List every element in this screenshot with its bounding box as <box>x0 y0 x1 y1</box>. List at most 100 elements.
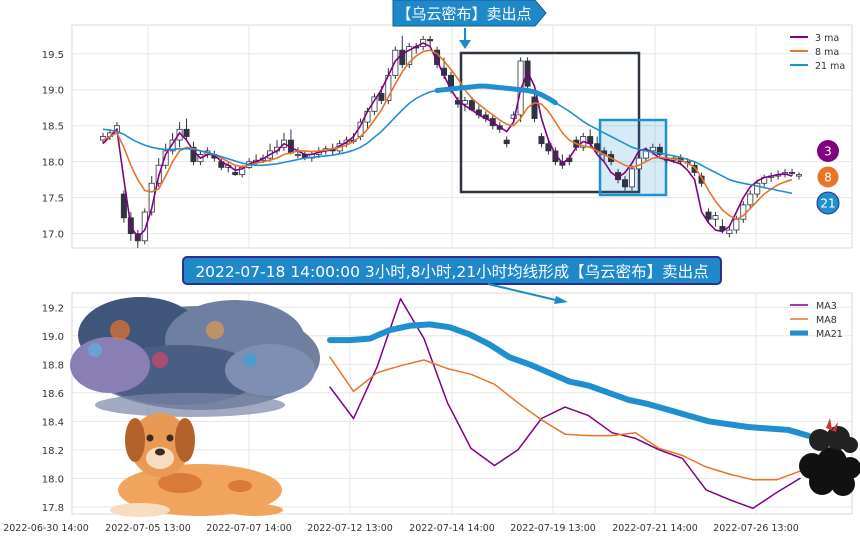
bottom-line-MA21 <box>327 321 811 439</box>
bottom-ytick-label: 17.8 <box>42 503 64 514</box>
x-tick-label: 2022-07-05 13:00 <box>105 523 191 534</box>
candle-body <box>656 146 663 155</box>
x-tick-label: 2022-07-21 14:00 <box>612 523 698 534</box>
storm-cloud-illustration <box>70 297 320 417</box>
candle <box>538 132 545 148</box>
top-ytick-label: 19.5 <box>42 50 64 61</box>
candle-body <box>628 168 635 188</box>
dog-illustration <box>110 413 283 517</box>
candle <box>461 96 468 112</box>
candle <box>628 165 635 191</box>
mid-banner-text: 2022-07-18 14:00:00 3小时,8小时,21小时均线形成【乌云密… <box>195 263 708 281</box>
top-callout: 【乌云密布】卖出点 <box>392 0 547 49</box>
candle-body <box>719 226 726 231</box>
top-callout-text: 【乌云密布】卖出点 <box>396 5 531 23</box>
candle <box>552 147 559 166</box>
candle-body <box>649 146 656 152</box>
candle-body <box>162 150 169 166</box>
candle <box>406 42 413 69</box>
legend-label: MA3 <box>816 301 837 312</box>
x-tick-label: 2022-06-30 14:00 <box>3 523 89 534</box>
candle <box>754 179 761 198</box>
x-tick-label: 2022-07-07 14:00 <box>206 523 292 534</box>
bottom-ytick-label: 19.0 <box>42 332 64 343</box>
candle <box>120 190 127 223</box>
candle <box>183 118 190 141</box>
candle-body <box>503 139 510 145</box>
x-tick-label: 2022-07-12 13:00 <box>307 523 393 534</box>
candle-body <box>141 211 148 242</box>
candle-body <box>552 150 559 163</box>
x-tick-label: 2022-07-19 13:00 <box>510 523 596 534</box>
candle-body <box>538 136 545 145</box>
x-axis: 2022-06-30 14:00 2022-07-05 13:00 2022-07-… <box>3 523 799 534</box>
ma8-badge: 8 <box>816 165 840 189</box>
candle-body <box>183 128 190 137</box>
candle <box>503 136 510 148</box>
candle-body <box>531 96 538 119</box>
x-tick-label: 2022-07-26 13:00 <box>713 523 799 534</box>
bottom-ytick-label: 18.2 <box>42 446 64 457</box>
candle <box>141 208 148 245</box>
ma3-badge: 3 <box>817 140 839 162</box>
candle-body <box>378 92 385 101</box>
bottom-ytick-label: 18.4 <box>42 417 64 428</box>
candle <box>622 176 629 191</box>
candle-body <box>427 38 434 42</box>
bottom-line-MA8 <box>329 356 801 481</box>
bottom-ytick-label: 19.2 <box>42 303 64 314</box>
x-tick-label: 2022-07-14 14:00 <box>409 523 495 534</box>
candle-body <box>406 46 413 65</box>
mid-banner: 2022-07-18 14:00:00 3小时,8小时,21小时均线形成【乌云密… <box>182 256 722 304</box>
candle <box>427 35 434 47</box>
candle <box>789 168 796 177</box>
legend-label: 21 ma <box>815 61 845 72</box>
candle <box>726 226 733 238</box>
candle <box>740 201 747 223</box>
bottom-ytick-label: 18.8 <box>42 360 64 371</box>
candle <box>294 147 301 159</box>
ma21-badge: 21 <box>816 191 840 215</box>
candle <box>691 161 698 177</box>
candle-body <box>726 229 733 235</box>
candle-body <box>169 139 176 152</box>
candle-body <box>622 179 629 188</box>
top-line-3-ma <box>102 42 793 239</box>
top-ytick-label: 18.0 <box>42 158 64 169</box>
candle-body <box>294 154 301 156</box>
dark-cloud-icon <box>799 418 860 496</box>
legend-label: 3 ma <box>815 33 839 44</box>
candle <box>796 172 803 180</box>
bottom-ytick-label: 18.0 <box>42 474 64 485</box>
legend-label: 8 ma <box>815 47 839 58</box>
top-ytick-label: 19.0 <box>42 86 64 97</box>
ma3-badge-text: 3 <box>824 145 832 159</box>
candle-body <box>789 172 796 174</box>
candle <box>712 212 719 227</box>
top-ytick-label: 18.5 <box>42 122 64 133</box>
candle-body <box>705 211 712 220</box>
banner-arrow-icon <box>554 296 568 304</box>
top-candlestick-plot: 17.0 17.5 18.0 18.5 19.0 19.5 3 ma 8 ma 21 ma <box>42 24 853 249</box>
bottom-ytick-label: 18.6 <box>42 389 64 400</box>
top-ytick-label: 17.5 <box>42 194 64 205</box>
candle <box>531 93 538 123</box>
candle <box>656 143 663 159</box>
candle-body <box>120 193 127 219</box>
callout-arrow-down-icon <box>459 40 471 49</box>
candle-body <box>461 100 468 105</box>
candle-body <box>733 218 740 231</box>
top-ytick-label: 17.0 <box>42 230 64 241</box>
candle-body <box>691 164 698 173</box>
bottom-legend: MA3 MA8 MA21 <box>790 301 843 340</box>
candle-body <box>796 174 803 177</box>
bottom-line-MA3 <box>329 297 801 510</box>
dark-cloud-frame <box>459 51 641 194</box>
top-legend: 3 ma 8 ma 21 ma <box>790 33 845 72</box>
ma8-badge-text: 8 <box>824 171 832 185</box>
candle-body <box>747 193 754 206</box>
candle <box>747 190 754 209</box>
candle-body <box>232 172 239 176</box>
